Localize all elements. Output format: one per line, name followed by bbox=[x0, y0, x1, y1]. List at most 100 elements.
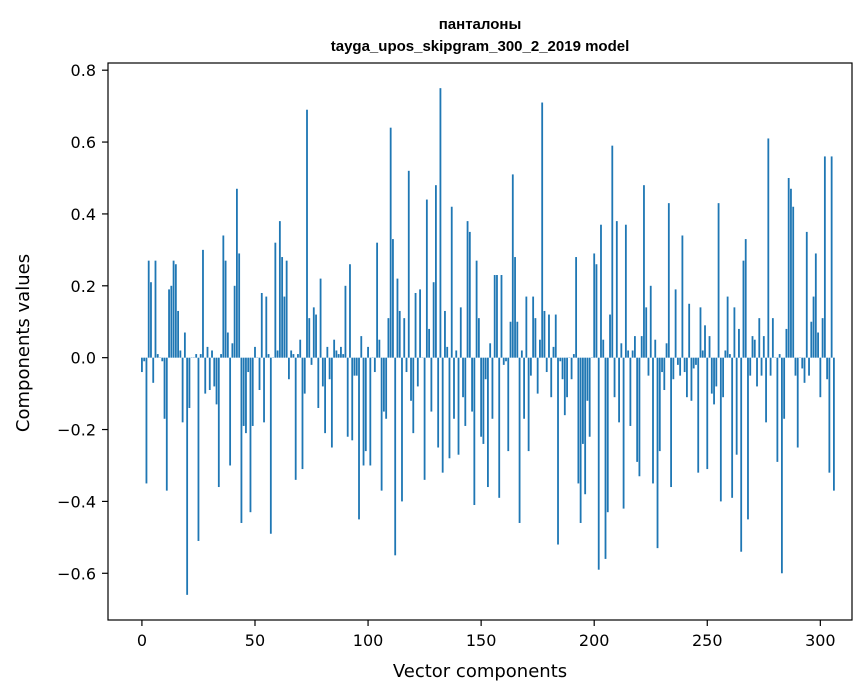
bar bbox=[373, 357, 376, 373]
bar bbox=[260, 292, 263, 358]
bar bbox=[346, 357, 349, 437]
y-tick-label: 0.8 bbox=[71, 61, 96, 80]
bar bbox=[661, 357, 663, 373]
bar bbox=[634, 336, 636, 358]
bar bbox=[188, 357, 191, 408]
bar bbox=[767, 138, 770, 358]
bar bbox=[340, 346, 342, 358]
bar bbox=[475, 260, 478, 358]
bar bbox=[609, 314, 611, 358]
bar bbox=[254, 346, 256, 358]
bar bbox=[771, 318, 774, 358]
bar bbox=[679, 357, 682, 376]
bar bbox=[588, 357, 591, 437]
bar bbox=[283, 296, 286, 358]
bar bbox=[778, 354, 781, 358]
bar bbox=[477, 318, 480, 358]
bar bbox=[787, 177, 790, 358]
bar bbox=[170, 285, 173, 358]
bar bbox=[570, 357, 573, 380]
bar bbox=[731, 357, 734, 498]
bar bbox=[509, 321, 512, 358]
bar bbox=[817, 332, 819, 358]
bar bbox=[211, 350, 213, 358]
bar bbox=[197, 357, 200, 541]
bar bbox=[269, 357, 272, 534]
bar bbox=[760, 357, 763, 376]
x-tick-label: 150 bbox=[466, 631, 497, 650]
bar bbox=[419, 289, 421, 358]
bar bbox=[186, 357, 189, 595]
bar bbox=[328, 357, 331, 380]
bar bbox=[600, 224, 602, 358]
bar bbox=[392, 239, 394, 358]
bar bbox=[462, 357, 464, 398]
bar bbox=[507, 357, 510, 452]
bar bbox=[532, 296, 535, 358]
bar bbox=[236, 188, 238, 358]
plot-frame bbox=[107, 62, 853, 621]
bar bbox=[487, 357, 489, 488]
bar bbox=[242, 357, 245, 426]
x-tick-label: 200 bbox=[579, 631, 610, 650]
bar bbox=[152, 357, 155, 383]
bar bbox=[663, 357, 666, 391]
bar bbox=[444, 310, 446, 358]
bar bbox=[717, 203, 720, 358]
bar bbox=[308, 318, 311, 358]
bar bbox=[380, 357, 383, 491]
bar bbox=[448, 357, 451, 459]
bar bbox=[473, 357, 476, 506]
bar bbox=[830, 156, 833, 358]
axes-group: 0 50 100 150 200 250 300 −0.6 −0.4 −0.2 0.0 0.2 0.4 0… bbox=[57, 61, 853, 650]
bar bbox=[541, 102, 544, 358]
bar bbox=[297, 354, 299, 358]
bar bbox=[545, 357, 548, 373]
bar bbox=[692, 357, 695, 369]
bar bbox=[529, 357, 532, 376]
bar bbox=[792, 206, 795, 358]
bar bbox=[414, 292, 417, 358]
bar bbox=[686, 357, 688, 398]
bar bbox=[575, 257, 578, 358]
bar bbox=[161, 357, 164, 362]
bar bbox=[672, 357, 675, 380]
bar bbox=[412, 357, 415, 434]
x-tick-label: 250 bbox=[692, 631, 723, 650]
bar bbox=[751, 336, 754, 358]
bar bbox=[523, 357, 525, 419]
x-tick-label: 50 bbox=[245, 631, 265, 650]
bar bbox=[645, 307, 648, 358]
bar bbox=[396, 278, 399, 358]
bar bbox=[344, 285, 347, 358]
bar bbox=[425, 199, 428, 358]
bar bbox=[762, 336, 765, 358]
bar bbox=[141, 357, 143, 373]
bar bbox=[145, 357, 148, 484]
bar bbox=[821, 318, 824, 358]
bar bbox=[459, 307, 462, 358]
bar bbox=[156, 354, 159, 358]
bar bbox=[299, 339, 302, 358]
bar bbox=[301, 357, 304, 470]
bar bbox=[613, 357, 616, 398]
y-tick-label: −0.4 bbox=[57, 492, 96, 511]
bar bbox=[785, 328, 788, 358]
bar bbox=[335, 350, 338, 358]
bar bbox=[281, 257, 284, 358]
bar bbox=[627, 350, 630, 358]
bar bbox=[172, 260, 175, 358]
bar bbox=[704, 325, 706, 358]
bar bbox=[154, 260, 157, 358]
bar bbox=[536, 357, 539, 394]
y-tick-label: 0.0 bbox=[71, 349, 96, 368]
bar bbox=[652, 357, 654, 484]
bar bbox=[615, 221, 618, 358]
bar bbox=[496, 275, 498, 358]
bar bbox=[740, 357, 743, 552]
bar bbox=[401, 357, 403, 502]
bar bbox=[306, 109, 308, 358]
bar bbox=[231, 343, 234, 358]
bar bbox=[468, 231, 471, 358]
